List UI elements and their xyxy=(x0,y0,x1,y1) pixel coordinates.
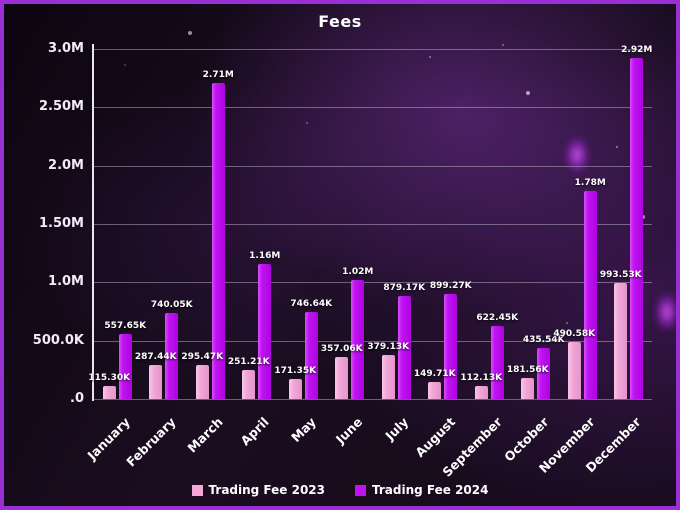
bar-trading-fee-2023-october xyxy=(521,377,535,399)
value-label: 435.54K xyxy=(522,335,565,346)
y-axis-line xyxy=(92,44,94,401)
gridline xyxy=(94,399,652,400)
value-label: 740.05K xyxy=(150,299,193,310)
value-label: 1.02M xyxy=(342,267,374,277)
value-label: 490.58K xyxy=(553,328,596,339)
value-label: 149.71K xyxy=(413,368,456,379)
legend-item-trading-fee-2023[interactable]: Trading Fee 2023 xyxy=(191,483,325,497)
bar-trading-fee-2023-march xyxy=(195,364,209,399)
value-label: 2.71M xyxy=(202,69,234,80)
value-label: 993.53K xyxy=(599,270,642,281)
bar-trading-fee-2023-may xyxy=(288,379,302,399)
legend-swatch-2024 xyxy=(355,484,366,496)
bar-trading-fee-2023-january xyxy=(102,385,116,399)
legend-item-trading-fee-2024[interactable]: Trading Fee 2024 xyxy=(355,483,488,497)
value-label: 379.13K xyxy=(367,341,410,352)
y-axis-tick-label: 2.50M xyxy=(38,99,84,115)
bar-trading-fee-2024-june xyxy=(351,280,365,399)
x-axis-label-december: December xyxy=(582,414,645,476)
gridline xyxy=(94,107,652,109)
bar-trading-fee-2023-june xyxy=(335,357,349,399)
value-label: 112.13K xyxy=(460,372,503,383)
bar-trading-fee-2024-november xyxy=(583,191,597,399)
value-label: 746.64K xyxy=(290,298,333,309)
bar-trading-fee-2023-february xyxy=(149,365,163,399)
gridline xyxy=(94,165,652,167)
bar-trading-fee-2024-march xyxy=(211,82,225,399)
y-axis-tick-label: .0 xyxy=(70,391,84,406)
bar-trading-fee-2023-july xyxy=(381,354,395,399)
bar-trading-fee-2024-january xyxy=(118,333,132,399)
glow-flame-icon xyxy=(654,292,676,332)
gridline xyxy=(94,340,652,342)
value-label: 1.78M xyxy=(574,178,606,189)
y-axis-tick-label: 1.50M xyxy=(38,216,84,231)
y-axis-tick-label: 3.0M xyxy=(48,41,84,56)
legend-swatch-2023 xyxy=(191,484,203,496)
value-label: 2.92M xyxy=(621,45,653,56)
y-axis-tick-label: 1.0M xyxy=(48,274,84,290)
value-label: 295.47K xyxy=(181,351,224,362)
bar-trading-fee-2023-april xyxy=(242,369,256,399)
bar-trading-fee-2024-may xyxy=(304,311,318,399)
bar-trading-fee-2023-september xyxy=(474,385,488,399)
chart-title: Fees xyxy=(318,12,362,31)
value-label: 622.45K xyxy=(476,313,519,324)
bar-trading-fee-2023-december xyxy=(614,283,628,399)
bar-trading-fee-2024-december xyxy=(630,58,644,399)
glow-flame-icon xyxy=(564,136,590,174)
y-axis-tick-label: 500.0K xyxy=(32,332,84,348)
bar-trading-fee-2024-september xyxy=(490,326,504,399)
value-label: 357.06K xyxy=(320,344,363,355)
bar-trading-fee-2023-november xyxy=(567,341,581,399)
value-label: 879.17K xyxy=(383,283,426,294)
value-label: 181.56K xyxy=(506,364,549,375)
legend: Trading Fee 2023 Trading Fee 2024 xyxy=(4,483,676,497)
legend-label-2024: Trading Fee 2024 xyxy=(372,483,489,497)
value-label: 251.21K xyxy=(227,356,270,367)
value-label: 899.27K xyxy=(429,281,472,292)
bar-trading-fee-2024-february xyxy=(165,312,179,399)
plot-area: 3.0M 2.50M 2.0M 1.50M 1.0M 500.0K .0 115.30K 557… xyxy=(4,4,676,506)
bar-trading-fee-2024-october xyxy=(537,348,551,399)
bar-trading-fee-2024-july xyxy=(397,296,411,399)
gridline xyxy=(94,282,652,284)
y-axis-tick-label: 2.0M xyxy=(48,157,84,173)
legend-label-2023: Trading Fee 2023 xyxy=(208,483,325,497)
x-axis-label-wrap: December xyxy=(439,409,644,475)
value-label: 115.30K xyxy=(88,372,131,383)
gridline xyxy=(94,224,652,225)
value-label: 287.44K xyxy=(134,352,177,363)
bar-trading-fee-2024-april xyxy=(258,263,272,399)
bar-trading-fee-2023-august xyxy=(428,381,442,399)
bar-trading-fee-2024-august xyxy=(444,294,458,399)
gridline xyxy=(94,49,652,50)
value-label: 171.35K xyxy=(274,366,317,376)
value-label: 1.16M xyxy=(249,250,281,261)
value-label: 557.65K xyxy=(104,320,147,331)
